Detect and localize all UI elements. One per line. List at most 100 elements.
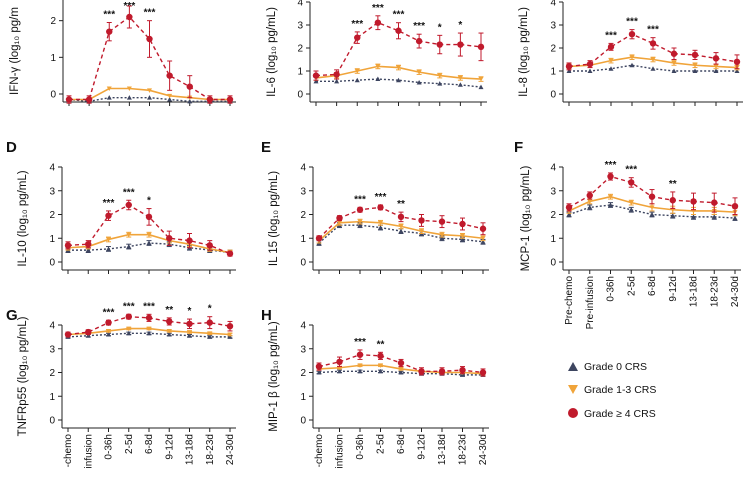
data-point [628,31,636,38]
series-grade4 [64,199,234,257]
data-point [418,217,425,224]
data-point [126,326,132,332]
data-point [354,69,360,74]
data-point [337,368,342,374]
y-tick-label: 1 [550,234,556,245]
data-point [166,72,173,79]
series-grade4 [315,349,487,377]
data-point [418,368,425,375]
data-point [650,57,656,62]
data-point [733,58,741,65]
significance-marker: *** [375,192,387,203]
legend-marker-grade0 [568,362,578,371]
x-tick-label: 0-36h [355,434,366,460]
data-point [480,239,486,244]
y-axis-label: IFN-γ (log₁₀ pg/m [9,7,21,95]
data-point [734,68,740,73]
legend-label-grade0: Grade 0 CRS [584,361,647,373]
data-point [167,97,173,102]
data-point [650,66,656,71]
legend: Grade 0 CRS Grade 1-3 CRS Grade ≥ 4 CRS [568,361,656,420]
data-point [126,244,132,249]
y-tick-label: 4 [550,163,556,174]
data-point [587,68,593,73]
data-point [415,37,423,45]
y-tick-label: 4 [297,0,303,9]
y-tick-label: 1 [49,392,55,403]
data-point [649,212,655,217]
y-axis-label: IL 15 (log₁₀ pg/mL) [268,171,280,266]
data-point [64,331,72,338]
data-point [334,78,340,84]
series-grade0 [566,62,740,73]
data-point [459,220,466,228]
data-point [608,194,613,200]
y-axis-label: MCP-1 (log₁₀ pg/mL) [520,165,532,271]
data-point [146,330,152,336]
data-point [315,235,323,242]
data-point [629,62,635,68]
significance-marker: *** [605,30,617,41]
legend-marker-grade1-3 [568,385,578,394]
data-point [126,95,132,100]
x-tick-label: 9-12d [668,276,679,302]
y-tick-label: 0 [297,90,303,101]
significance-marker: *** [124,1,136,12]
y-tick-label: 0 [49,258,55,269]
significance-marker: *** [144,8,156,19]
legend-label-grade4: Grade ≥ 4 CRS [584,408,656,420]
y-tick-label: 1 [550,67,556,78]
data-point [565,204,573,211]
x-tick-label: 0-36h [104,434,115,460]
data-point [478,84,484,90]
data-point [375,64,381,69]
data-point [691,51,699,59]
data-point [146,35,153,43]
data-point [398,366,404,372]
significance-marker: *** [354,337,366,348]
data-point [628,179,635,186]
data-point [396,77,401,83]
data-point [206,96,214,103]
x-tick-label: 9-12d [164,434,175,460]
data-point [146,326,152,332]
significance-marker: ** [397,199,405,210]
data-point [457,75,463,81]
data-point [357,363,363,368]
significance-marker: *** [413,21,425,32]
data-point [671,68,677,73]
series-line [315,21,482,77]
significance-marker: * [188,306,192,317]
significance-marker: ** [669,179,677,190]
data-point [459,366,466,374]
data-point [398,224,404,229]
data-point [166,328,172,334]
legend-label-grade1-3: Grade 1-3 CRS [584,384,656,396]
data-point [566,68,572,73]
y-axis-label: MIP-1 β (log₁₀ pg/mL) [268,321,280,432]
data-point [439,232,445,238]
data-point [126,86,132,91]
x-tick-label: infusion [83,434,94,468]
series-grade0 [313,76,484,90]
x-tick-label: 6-8d [647,276,658,296]
x-tick-label: 13-18d [689,276,700,307]
data-point [316,370,322,375]
y-tick-label: 3 [49,344,55,355]
x-tick-label: Pre-chemo [564,276,575,325]
x-tick-label: infusion [335,434,346,468]
data-point [336,358,343,366]
data-point [378,363,383,368]
panel-c: 0 1 2 IFN-γ (log₁₀ pg/m *** *** *** [9,0,236,106]
data-point [357,219,363,225]
data-point [356,206,364,213]
x-tick-label: 0-36h [606,276,617,302]
y-tick-label: 1 [49,234,55,245]
y-tick-label: 0 [550,90,556,101]
data-point [671,60,677,66]
significance-marker: * [458,20,462,31]
data-point [607,43,615,51]
y-tick-label: 4 [550,0,556,9]
y-tick-label: 1 [300,234,306,245]
